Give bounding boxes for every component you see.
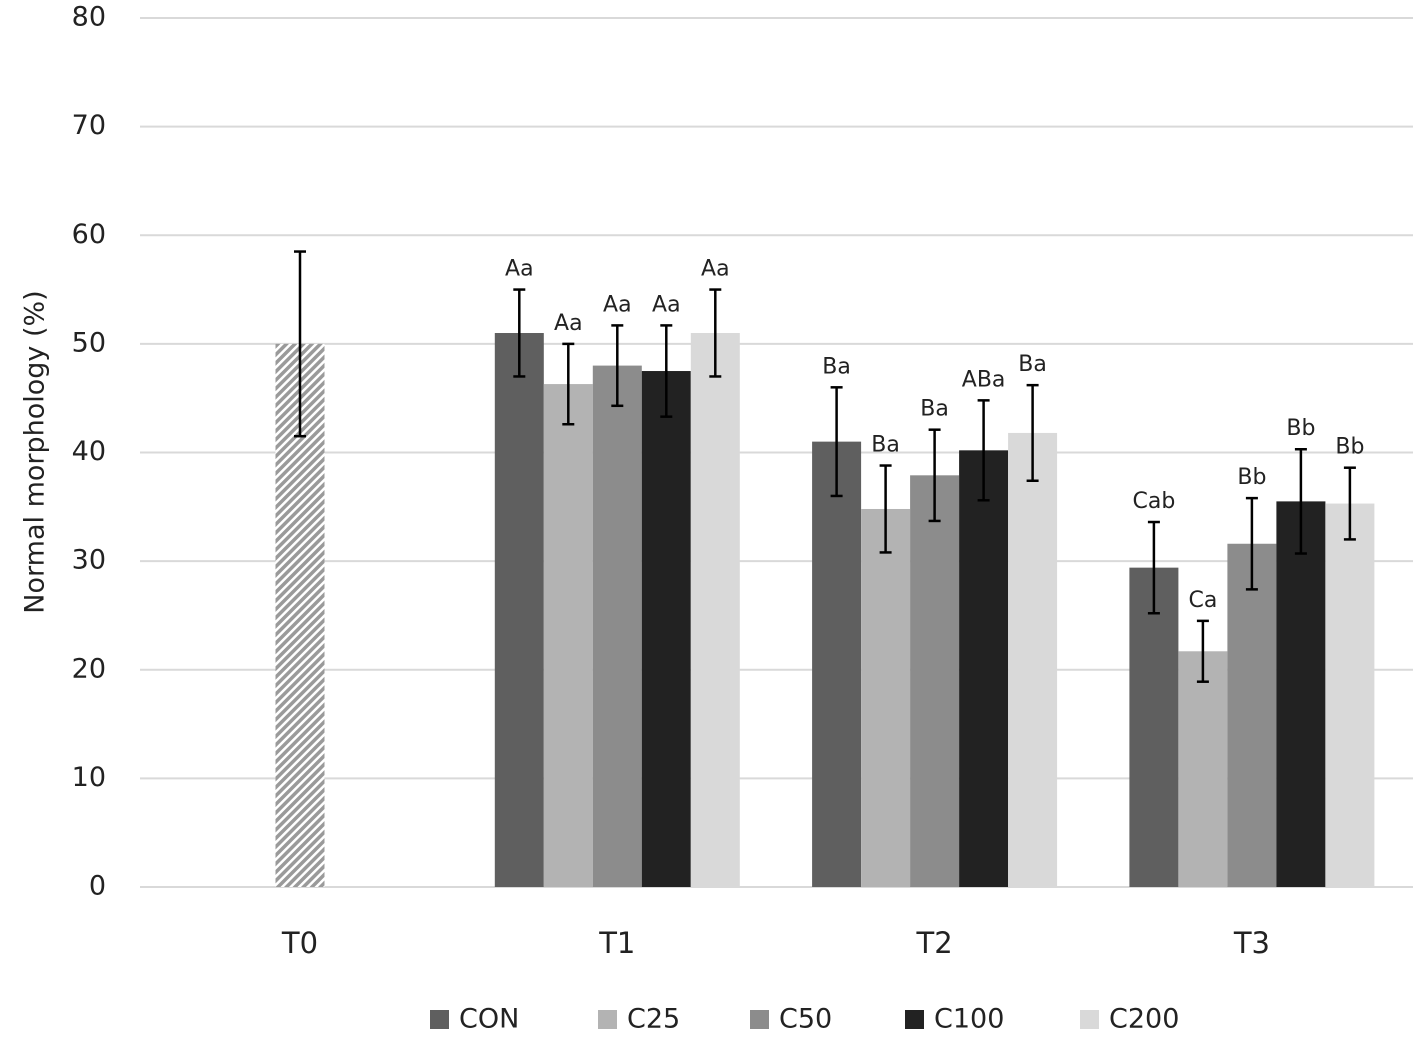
bar xyxy=(592,365,642,888)
data-annotation: Bb xyxy=(1237,465,1266,490)
data-annotation: Aa xyxy=(505,257,534,282)
data-annotation: Aa xyxy=(603,292,632,317)
bar xyxy=(1276,501,1326,887)
y-tick-label: 30 xyxy=(72,545,106,576)
y-tick-label: 70 xyxy=(72,110,106,141)
x-tick-label: T1 xyxy=(598,926,635,960)
bar xyxy=(690,333,740,887)
y-tick-label: 50 xyxy=(72,327,106,358)
x-tick-label: T2 xyxy=(916,926,953,960)
legend-label: C25 xyxy=(627,1004,680,1035)
bar xyxy=(910,475,960,887)
data-annotation: Cab xyxy=(1132,489,1175,514)
y-tick-label: 40 xyxy=(72,436,106,467)
data-annotation: Bb xyxy=(1335,435,1364,460)
data-annotation: ABa xyxy=(962,367,1006,392)
bar xyxy=(959,450,1009,887)
bar xyxy=(1325,503,1375,887)
bar xyxy=(1178,651,1228,887)
y-tick-label: 0 xyxy=(89,871,106,902)
bar xyxy=(1129,567,1179,887)
legend-swatch xyxy=(1080,1010,1099,1029)
bar xyxy=(812,441,862,887)
legend-swatch xyxy=(430,1010,449,1029)
x-tick-label: T3 xyxy=(1233,926,1270,960)
bar xyxy=(494,333,544,887)
legend-swatch xyxy=(750,1010,769,1029)
data-annotation: Bb xyxy=(1286,416,1315,441)
data-annotation: Ba xyxy=(920,397,949,422)
data-annotation: Ba xyxy=(822,354,851,379)
bar xyxy=(641,371,691,887)
bar xyxy=(543,384,593,887)
data-annotation: Aa xyxy=(554,311,583,336)
data-annotation: Ba xyxy=(1018,352,1047,377)
legend-label: C50 xyxy=(779,1004,832,1035)
x-tick-label: T0 xyxy=(281,926,318,960)
data-annotation: Ba xyxy=(871,433,900,458)
bar xyxy=(1008,432,1058,887)
y-tick-label: 20 xyxy=(72,653,106,684)
data-annotation: Ca xyxy=(1188,588,1217,613)
bar xyxy=(1227,543,1277,887)
data-annotation: Aa xyxy=(652,292,681,317)
y-axis-label: Normal morphology (%) xyxy=(20,290,51,613)
y-tick-label: 60 xyxy=(72,219,106,250)
legend-swatch xyxy=(905,1010,924,1029)
legend-swatch xyxy=(598,1010,617,1029)
y-tick-label: 10 xyxy=(72,762,106,793)
legend-label: C100 xyxy=(934,1004,1004,1035)
data-annotation: Aa xyxy=(701,257,730,282)
legend-label: C200 xyxy=(1109,1004,1179,1035)
legend-label: CON xyxy=(459,1004,519,1035)
y-tick-label: 80 xyxy=(72,2,106,33)
bar xyxy=(861,508,911,887)
